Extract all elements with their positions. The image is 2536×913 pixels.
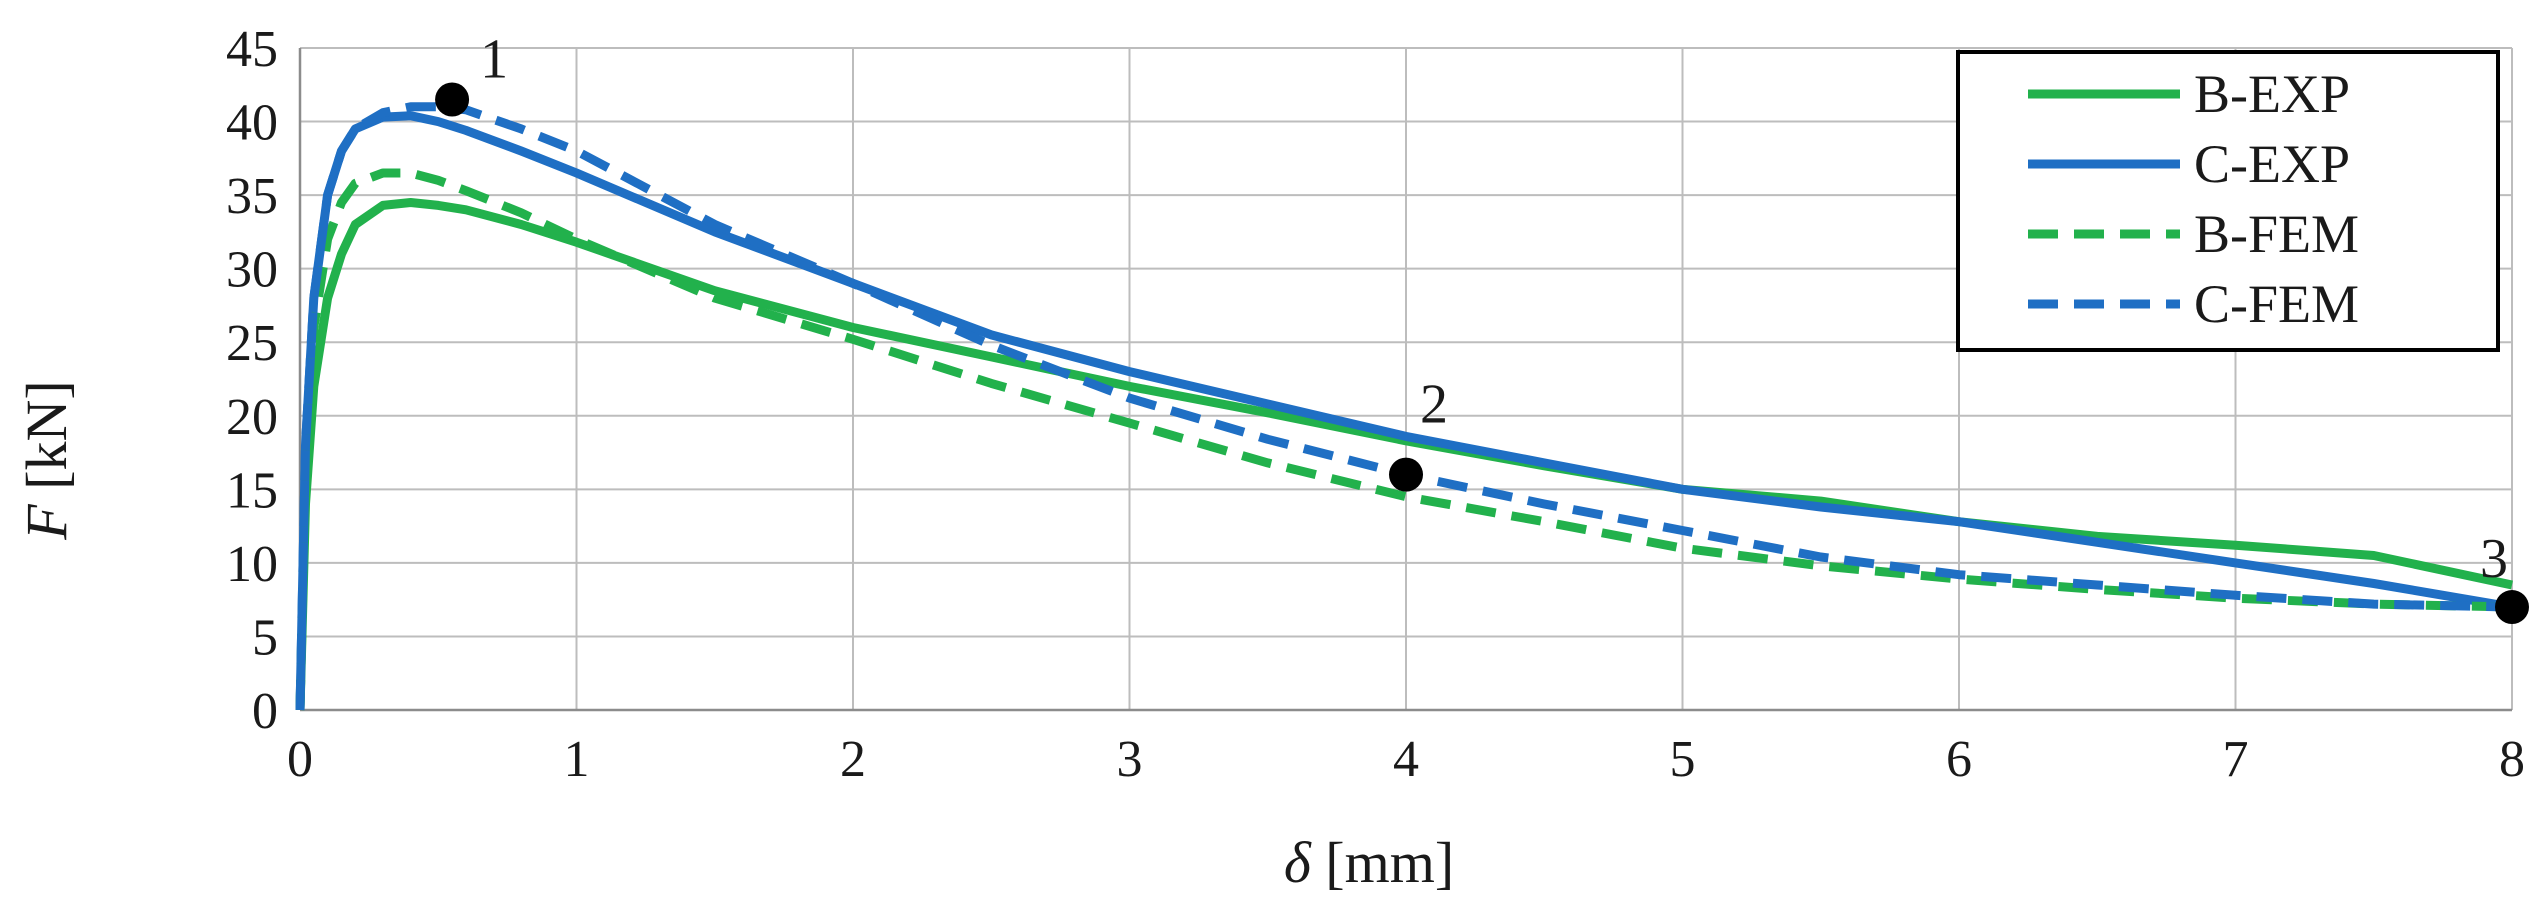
legend-entry: B-EXP <box>2194 64 2350 124</box>
series-layer <box>295 102 2513 711</box>
x-tick-label: 2 <box>840 731 866 788</box>
legend: B-EXP C-EXP B-FEM C-FEM <box>1956 50 2500 352</box>
annotation-label: 2 <box>1420 374 1448 436</box>
annotation-point <box>2495 590 2529 625</box>
y-axis-symbol: F <box>14 504 79 541</box>
legend-entry: B-FEM <box>2194 204 2359 264</box>
series-line-c-fem <box>295 102 2513 711</box>
y-tick-label: 20 <box>226 389 278 446</box>
y-axis-label: F [kN] <box>14 380 79 540</box>
legend-entry: C-FEM <box>2194 274 2359 334</box>
x-axis-symbol: δ <box>1284 830 1312 895</box>
x-tick-label: 8 <box>2499 731 2525 788</box>
y-tick-label: 40 <box>226 95 278 152</box>
x-tick-label: 3 <box>1117 731 1143 788</box>
series-line-b-fem <box>295 168 2513 711</box>
annotation-point <box>435 82 470 117</box>
y-tick-label: 25 <box>226 315 278 372</box>
legend-entry: C-EXP <box>2194 134 2350 194</box>
y-tick-label: 5 <box>252 609 278 666</box>
x-tick-label: 7 <box>2223 731 2249 788</box>
x-tick-label: 1 <box>564 731 590 788</box>
y-tick-label: 45 <box>226 21 278 78</box>
x-tick-label: 0 <box>287 731 313 788</box>
y-tick-label: 10 <box>226 536 278 593</box>
annotation-point <box>1389 457 1423 492</box>
y-tick-label: 30 <box>226 242 278 299</box>
annotation-label: 3 <box>2480 528 2508 590</box>
x-axis-label: δ [mm] <box>1284 830 1454 895</box>
annotation-label: 1 <box>480 28 508 90</box>
y-axis-unit: [kN] <box>14 380 79 504</box>
x-tick-label: 4 <box>1393 731 1419 788</box>
annotation-layer: 1 2 3 <box>435 28 2529 625</box>
y-tick-label: 15 <box>226 462 278 519</box>
x-tick-label: 6 <box>1946 731 1972 788</box>
y-tick-label: 0 <box>252 683 278 740</box>
y-tick-label: 35 <box>226 168 278 225</box>
x-axis-unit: [mm] <box>1311 830 1454 895</box>
x-tick-label: 5 <box>1670 731 1696 788</box>
